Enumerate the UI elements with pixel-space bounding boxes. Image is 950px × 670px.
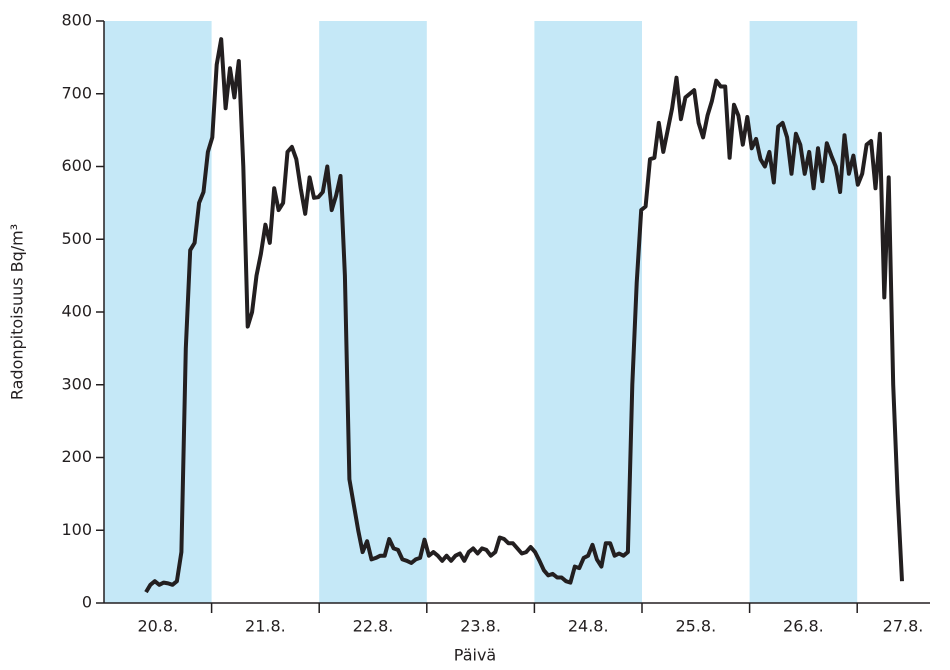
day-band bbox=[534, 21, 642, 603]
x-axis-title: Päivä bbox=[454, 646, 496, 665]
y-tick-label: 800 bbox=[61, 11, 92, 30]
day-band bbox=[749, 21, 858, 603]
data-line bbox=[144, 37, 904, 594]
day-band bbox=[104, 21, 212, 603]
day-band bbox=[319, 21, 427, 603]
x-tick-label: 26.8. bbox=[783, 617, 824, 636]
x-tick-label: 22.8. bbox=[353, 617, 394, 636]
y-tick-label: 100 bbox=[61, 520, 92, 539]
x-tick-label: 24.8. bbox=[568, 617, 609, 636]
x-tick-label: 23.8. bbox=[460, 617, 501, 636]
x-tick-label: 27.8. bbox=[883, 617, 924, 636]
y-tick-label: 400 bbox=[61, 302, 92, 321]
y-tick-label: 300 bbox=[61, 374, 92, 393]
y-tick-label: 600 bbox=[61, 156, 92, 175]
y-tick-label: 200 bbox=[61, 447, 92, 466]
y-tick-label: 500 bbox=[61, 229, 92, 248]
y-axis-title: Radonpitoisuus Bq/m³ bbox=[8, 224, 27, 400]
y-tick-label: 0 bbox=[82, 593, 92, 612]
x-tick-label: 20.8. bbox=[137, 617, 178, 636]
x-tick-label: 25.8. bbox=[675, 617, 716, 636]
x-tick-label: 21.8. bbox=[245, 617, 286, 636]
y-tick-label: 700 bbox=[61, 83, 92, 102]
